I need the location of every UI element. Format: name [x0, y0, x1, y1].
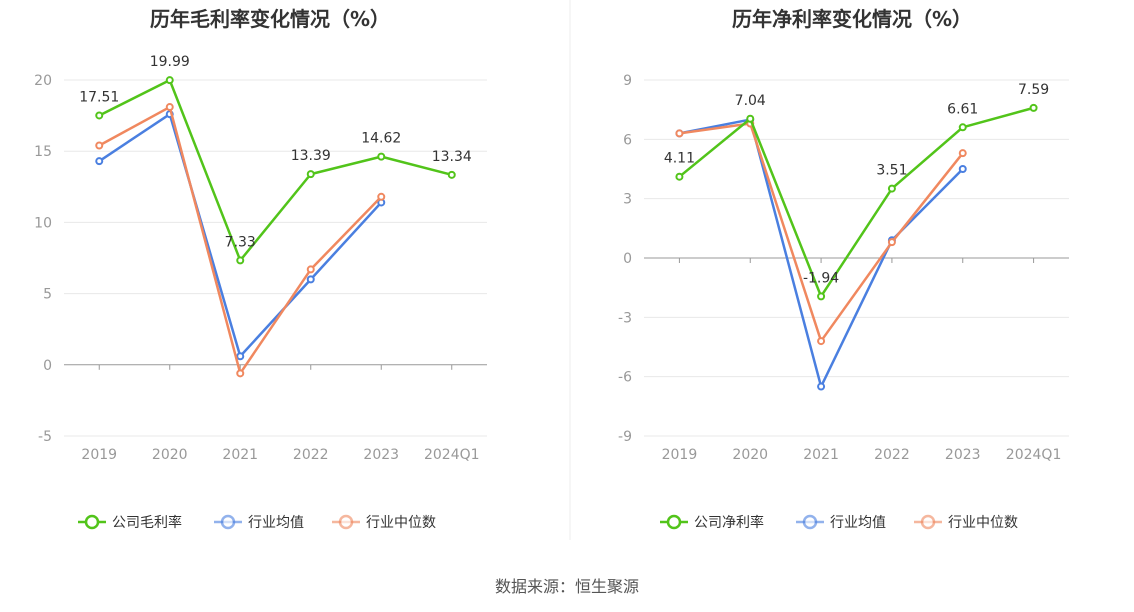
data-label: 7.59: [1018, 82, 1049, 98]
x-tick-label: 2020: [732, 447, 768, 463]
data-label: 17.51: [79, 89, 119, 105]
y-tick-label: -5: [38, 429, 52, 445]
data-point: [306, 265, 315, 274]
source-note: 数据来源：恒生聚源: [495, 577, 639, 596]
data-label: 4.11: [664, 151, 695, 167]
data-point: [1029, 103, 1038, 112]
data-point: [377, 152, 386, 161]
y-tick-label: 5: [43, 287, 52, 303]
data-point: [236, 369, 245, 378]
y-tick-label: 3: [623, 192, 632, 208]
data-label: 19.99: [150, 54, 190, 70]
data-point: [887, 238, 896, 247]
legend-swatch-marker: [666, 514, 682, 530]
series-line: [679, 118, 964, 388]
data-point: [95, 141, 104, 150]
data-point: [377, 192, 386, 201]
series-line: [679, 122, 964, 343]
data-point: [236, 352, 245, 361]
x-tick-label: 2021: [222, 447, 258, 463]
y-tick-label: 20: [34, 73, 52, 89]
data-label: 13.39: [291, 148, 331, 164]
x-tick-label: 2020: [152, 447, 188, 463]
y-tick-label: 10: [34, 215, 52, 231]
legend-swatch-marker: [338, 514, 354, 530]
x-tick-label: 2019: [662, 447, 698, 463]
data-label: 14.62: [361, 131, 401, 147]
y-tick-label: 6: [623, 132, 632, 148]
data-point: [958, 149, 967, 158]
data-point: [95, 157, 104, 166]
x-tick-label: 2023: [363, 447, 399, 463]
data-point: [165, 103, 174, 112]
y-tick-label: 0: [623, 251, 632, 267]
data-point: [817, 382, 826, 391]
legend-swatch-marker: [84, 514, 100, 530]
data-point: [817, 292, 826, 301]
legend-label: 公司净利率: [694, 514, 764, 531]
data-label: 6.61: [947, 101, 978, 117]
data-label: 7.33: [225, 234, 256, 250]
data-point: [95, 111, 104, 120]
data-label: 3.51: [876, 163, 907, 179]
series-line: [98, 78, 453, 262]
x-tick-label: 2021: [803, 447, 839, 463]
legend-label: 行业均值: [248, 515, 304, 531]
legend-label: 公司毛利率: [112, 514, 182, 531]
x-tick-label: 2019: [81, 447, 117, 463]
x-tick-label: 2022: [874, 447, 910, 463]
legend-label: 行业中位数: [948, 515, 1018, 531]
y-tick-label: -9: [618, 429, 632, 445]
data-label: 7.04: [735, 93, 766, 109]
x-tick-label: 2022: [293, 447, 329, 463]
y-tick-label: 0: [43, 358, 52, 374]
data-point: [958, 165, 967, 173]
data-point: [675, 129, 684, 138]
data-point: [675, 172, 684, 181]
data-point: [236, 256, 245, 265]
data-label: -1.94: [803, 270, 839, 286]
y-tick-label: -3: [618, 310, 632, 326]
y-tick-label: 15: [34, 144, 52, 160]
x-tick-label: 2024Q1: [1006, 447, 1062, 463]
data-point: [165, 76, 174, 85]
data-point: [958, 123, 967, 132]
y-tick-label: -6: [618, 370, 632, 386]
legend-swatch-marker: [920, 514, 936, 530]
legend-label: 行业中位数: [366, 515, 436, 531]
y-tick-label: 9: [623, 73, 632, 89]
legend-label: 行业均值: [830, 515, 886, 531]
series-line: [678, 106, 1034, 298]
data-point: [887, 184, 896, 193]
x-tick-label: 2023: [945, 447, 981, 463]
legend-swatch-marker: [802, 514, 818, 530]
legend-swatch-marker: [220, 514, 236, 530]
chart-title: 历年毛利率变化情况（%）: [150, 7, 390, 31]
data-point: [447, 170, 456, 179]
data-label: 13.34: [432, 149, 472, 165]
chart-title: 历年净利率变化情况（%）: [732, 7, 972, 31]
data-point: [306, 275, 315, 284]
data-point: [306, 170, 315, 179]
x-tick-label: 2024Q1: [424, 447, 480, 463]
data-point: [746, 114, 755, 123]
data-point: [817, 337, 826, 346]
